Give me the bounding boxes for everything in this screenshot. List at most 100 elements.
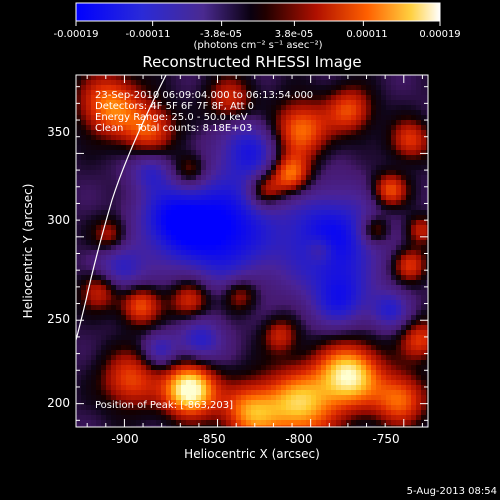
heatmap-cell — [216, 260, 221, 265]
heatmap-cell — [331, 280, 336, 285]
heatmap-cell — [366, 340, 371, 345]
heatmap-cell — [86, 225, 91, 230]
heatmap-cell — [351, 165, 356, 170]
heatmap-cell — [86, 260, 91, 265]
heatmap-cell — [421, 380, 426, 385]
heatmap-cell — [181, 245, 186, 250]
heatmap-cell — [396, 335, 401, 340]
heatmap-cell — [336, 120, 341, 125]
heatmap-cell — [86, 300, 91, 305]
heatmap-cell — [281, 80, 286, 85]
heatmap-cell — [161, 390, 166, 395]
heatmap-cell — [211, 290, 216, 295]
heatmap-cell — [421, 250, 426, 255]
heatmap-cell — [411, 360, 416, 365]
heatmap-cell — [341, 380, 346, 385]
heatmap-cell — [326, 125, 331, 130]
heatmap-cell — [311, 235, 316, 240]
heatmap-cell — [356, 350, 361, 355]
heatmap-cell — [196, 220, 201, 225]
heatmap-cell — [391, 380, 396, 385]
heatmap-cell — [126, 130, 131, 135]
heatmap-cell — [76, 260, 81, 265]
heatmap-cell — [421, 355, 426, 360]
heatmap-cell — [146, 260, 151, 265]
heatmap-cell — [296, 100, 301, 105]
heatmap-cell — [146, 275, 151, 280]
heatmap-cell — [376, 365, 381, 370]
heatmap-cell — [416, 315, 421, 320]
heatmap-cell — [246, 210, 251, 215]
heatmap-cell — [201, 280, 206, 285]
heatmap-cell — [246, 390, 251, 395]
heatmap-cell — [181, 365, 186, 370]
heatmap-cell — [281, 400, 286, 405]
heatmap-cell — [276, 160, 281, 165]
heatmap-cell — [231, 115, 236, 120]
heatmap-cell — [111, 345, 116, 350]
heatmap-cell — [136, 345, 141, 350]
heatmap-cell — [126, 170, 131, 175]
heatmap-cell — [116, 215, 121, 220]
heatmap-cell — [371, 155, 376, 160]
heatmap-cell — [146, 370, 151, 375]
heatmap-cell — [166, 265, 171, 270]
heatmap-cell — [291, 135, 296, 140]
heatmap-cell — [316, 210, 321, 215]
heatmap-cell — [231, 120, 236, 125]
heatmap-cell — [206, 370, 211, 375]
heatmap-cell — [121, 125, 126, 130]
heatmap-cell — [186, 180, 191, 185]
heatmap-cell — [126, 225, 131, 230]
heatmap-cell — [381, 395, 386, 400]
heatmap-cell — [336, 260, 341, 265]
heatmap-cell — [136, 340, 141, 345]
heatmap-cell — [286, 300, 291, 305]
heatmap-cell — [221, 300, 226, 305]
heatmap-cell — [301, 295, 306, 300]
heatmap-cell — [361, 420, 366, 425]
heatmap-cell — [96, 175, 101, 180]
heatmap-cell — [411, 105, 416, 110]
heatmap-cell — [76, 375, 81, 380]
heatmap-cell — [191, 250, 196, 255]
heatmap-cell — [126, 230, 131, 235]
heatmap-cell — [261, 395, 266, 400]
heatmap-cell — [321, 390, 326, 395]
heatmap-cell — [176, 335, 181, 340]
heatmap-cell — [261, 285, 266, 290]
heatmap-cell — [106, 225, 111, 230]
heatmap-cell — [131, 345, 136, 350]
heatmap-cell — [426, 210, 428, 215]
heatmap-cell — [141, 335, 146, 340]
heatmap-cell — [86, 400, 91, 405]
heatmap-cell — [416, 215, 421, 220]
heatmap-cell — [76, 285, 81, 290]
heatmap-cell — [91, 345, 96, 350]
heatmap-cell — [176, 300, 181, 305]
heatmap-cell — [276, 315, 281, 320]
heatmap-cell — [276, 100, 281, 105]
heatmap-cell — [371, 85, 376, 90]
heatmap-cell — [361, 150, 366, 155]
heatmap-cell — [346, 320, 351, 325]
heatmap-cell — [191, 245, 196, 250]
heatmap-cell — [396, 75, 401, 80]
heatmap-cell — [116, 155, 121, 160]
heatmap-cell — [176, 120, 181, 125]
heatmap-cell — [206, 270, 211, 275]
heatmap-cell — [216, 305, 221, 310]
heatmap-cell — [366, 235, 371, 240]
heatmap-cell — [346, 205, 351, 210]
heatmap-cell — [391, 275, 396, 280]
heatmap-cell — [81, 320, 86, 325]
heatmap-cell — [256, 395, 261, 400]
heatmap-cell — [166, 320, 171, 325]
heatmap-cell — [391, 75, 396, 80]
heatmap-cell — [106, 265, 111, 270]
heatmap-cell — [156, 185, 161, 190]
heatmap-cell — [391, 345, 396, 350]
heatmap-cell — [101, 160, 106, 165]
heatmap-cell — [336, 275, 341, 280]
heatmap-cell — [176, 310, 181, 315]
